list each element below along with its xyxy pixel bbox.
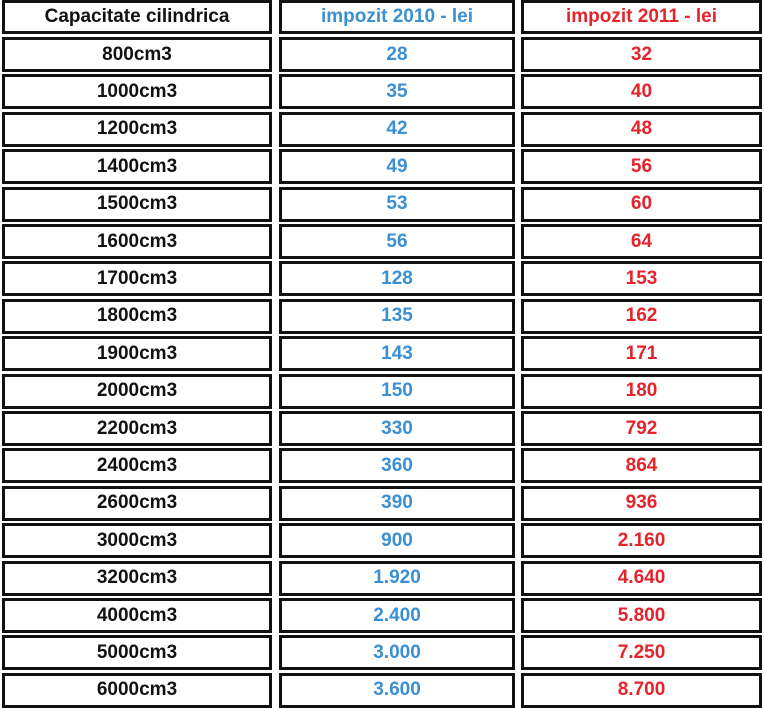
table-cell: 128 (279, 261, 515, 297)
table-cell: 42 (279, 111, 515, 147)
table-cell: 1400cm3 (2, 149, 272, 185)
table-cell: 7.250 (521, 635, 762, 671)
table-cell: 180 (521, 373, 762, 409)
table-cell: 162 (521, 298, 762, 334)
table-cell: 3.600 (279, 672, 515, 708)
table-cell: 1000cm3 (2, 74, 272, 110)
table-cell: 2000cm3 (2, 373, 272, 409)
table-cell: 3000cm3 (2, 523, 272, 559)
table-cell: 4000cm3 (2, 598, 272, 633)
table-cell: 28 (279, 37, 515, 72)
table-cell: 32 (521, 37, 762, 72)
table-cell: 1.920 (279, 560, 515, 596)
table-cell: 48 (521, 111, 762, 147)
table-cell: 56 (279, 224, 515, 259)
table-cell: 2400cm3 (2, 448, 272, 484)
table-cell: 1700cm3 (2, 261, 272, 297)
table-cell: 53 (279, 186, 515, 222)
table-cell: 360 (279, 448, 515, 484)
table-cell: 153 (521, 261, 762, 297)
table-cell: 1800cm3 (2, 298, 272, 334)
table-cell: 40 (521, 74, 762, 110)
table-cell: 800cm3 (2, 37, 272, 72)
table-cell: 5.800 (521, 598, 762, 633)
table-cell: 1200cm3 (2, 111, 272, 147)
table-cell: 2600cm3 (2, 485, 272, 521)
table-cell: 792 (521, 411, 762, 446)
table-cell: 49 (279, 149, 515, 185)
table-cell: 900 (279, 523, 515, 559)
table-cell: 56 (521, 149, 762, 185)
table-cell: 8.700 (521, 672, 762, 708)
table-cell: 1600cm3 (2, 224, 272, 259)
header-cell: impozit 2011 - lei (521, 0, 762, 34)
table-cell: 3200cm3 (2, 560, 272, 596)
table-cell: 4.640 (521, 560, 762, 596)
table-cell: 35 (279, 74, 515, 110)
table-cell: 5000cm3 (2, 635, 272, 671)
table-cell: 171 (521, 336, 762, 372)
table-cell: 60 (521, 186, 762, 222)
table-cell: 936 (521, 485, 762, 521)
table-cell: 864 (521, 448, 762, 484)
table-cell: 2.400 (279, 598, 515, 633)
table-cell: 3.000 (279, 635, 515, 671)
header-cell: Capacitate cilindrica (2, 0, 272, 34)
table-cell: 150 (279, 373, 515, 409)
table-cell: 143 (279, 336, 515, 372)
table-cell: 2200cm3 (2, 411, 272, 446)
table-cell: 390 (279, 485, 515, 521)
table-cell: 2.160 (521, 523, 762, 559)
table-cell: 1500cm3 (2, 186, 272, 222)
table-cell: 6000cm3 (2, 672, 272, 708)
table-cell: 1900cm3 (2, 336, 272, 372)
table-cell: 135 (279, 298, 515, 334)
table-cell: 64 (521, 224, 762, 259)
table-cell: 330 (279, 411, 515, 446)
header-cell: impozit 2010 - lei (279, 0, 515, 34)
